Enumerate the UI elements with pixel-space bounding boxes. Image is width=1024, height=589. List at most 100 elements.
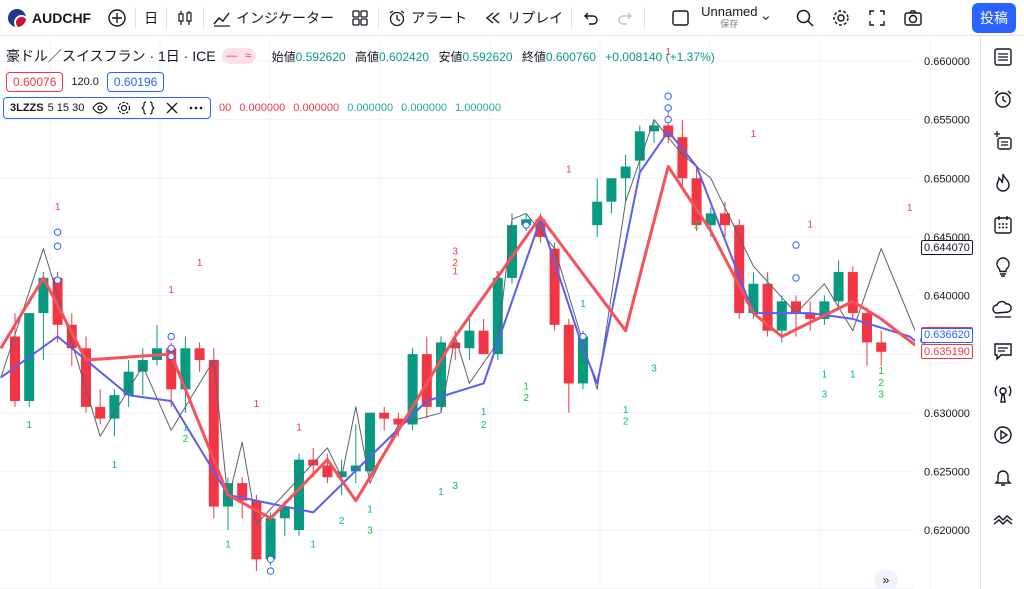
interval-button[interactable]: 日 — [144, 9, 159, 26]
pivot-marker — [167, 332, 175, 341]
scroll-to-realtime-button[interactable]: » — [874, 570, 898, 589]
spread-value: 120.0 — [71, 76, 99, 88]
list-icon — [994, 48, 1012, 66]
calendar-button[interactable] — [981, 204, 1024, 246]
indicator-value: 0.000000 — [401, 102, 448, 114]
gear-icon[interactable] — [116, 100, 132, 116]
hotlists-button[interactable] — [981, 162, 1024, 204]
add-list-icon — [994, 131, 1012, 150]
candle-body — [81, 348, 91, 407]
fullscreen-icon — [869, 9, 886, 26]
pivot-label-low: 2 — [694, 221, 700, 232]
chat-button[interactable] — [981, 330, 1024, 372]
pivot-label-low: 1 — [112, 460, 118, 471]
calendar-icon — [994, 216, 1012, 234]
y-tick-label: 0.620000 — [924, 525, 970, 537]
minds-button[interactable] — [981, 288, 1024, 330]
chat-icon — [994, 343, 1012, 361]
candle-body — [691, 178, 702, 226]
top-toolbar: AUDCHF 日 インジケーター アラート リプレイ Unnamed 保存 — [0, 0, 1024, 36]
pivot-label-low: 2 — [481, 420, 487, 431]
candle-body — [237, 483, 248, 501]
pivot-label-low: 1 — [623, 405, 629, 416]
candle-body — [166, 348, 177, 390]
signals-button[interactable] — [981, 498, 1024, 540]
rewind-icon — [486, 11, 500, 24]
legend-pill-right: ≈ — [245, 50, 252, 62]
more-icon[interactable] — [188, 100, 204, 116]
bell-icon — [994, 470, 1012, 486]
alarm-clock-icon — [389, 9, 405, 26]
legend-toggle[interactable]: — ≈ — [221, 48, 256, 64]
play-circle-icon — [994, 426, 1012, 444]
cloud-chat-icon — [992, 300, 1012, 318]
snapshot-button[interactable] — [895, 0, 931, 36]
candle-body — [393, 418, 404, 425]
low-value: 0.592620 — [462, 49, 513, 64]
redo-button[interactable] — [608, 0, 644, 36]
alert-button[interactable]: アラート — [379, 0, 475, 36]
replay-button[interactable]: リプレイ — [475, 0, 571, 36]
layout-name-block: Unnamed 保存 — [701, 5, 757, 30]
low-label: 安値 — [438, 49, 463, 64]
layouts-button[interactable] — [342, 0, 378, 36]
pivot-label-high: 1 — [197, 258, 203, 269]
candle-body — [720, 213, 730, 226]
chart-type-button[interactable] — [167, 0, 203, 36]
watchlist-button[interactable] — [981, 36, 1024, 78]
pivot-label-high: 1 — [907, 203, 913, 214]
play-button[interactable] — [981, 414, 1024, 456]
candle-body — [66, 324, 77, 349]
sell-price-button[interactable]: 0.60076 — [6, 72, 64, 92]
object-tree-button[interactable] — [981, 120, 1024, 162]
eye-icon[interactable] — [92, 100, 109, 116]
source-code-icon[interactable] — [140, 100, 156, 116]
indicators-label: インジケーター — [236, 9, 335, 26]
symbol-search[interactable]: AUDCHF — [0, 0, 99, 36]
pivot-label-high: 2 — [452, 258, 458, 269]
alerts-panel-button[interactable] — [981, 78, 1024, 120]
pivot-label-high: 3 — [452, 246, 458, 257]
zigzag-line-short — [0, 119, 915, 525]
close-icon[interactable] — [164, 100, 180, 116]
compare-button[interactable] — [99, 0, 135, 36]
pivot-label-low: 1 — [523, 381, 529, 392]
layout-menu[interactable]: Unnamed 保存 — [663, 0, 783, 36]
buy-price-button[interactable]: 0.60196 — [106, 72, 165, 92]
candle-body — [578, 336, 588, 384]
candle-body — [734, 225, 745, 314]
pivot-marker — [53, 228, 62, 236]
settings-button[interactable] — [823, 0, 859, 36]
fullscreen-button[interactable] — [859, 0, 895, 36]
streams-button[interactable] — [981, 372, 1024, 414]
candle-body — [620, 166, 631, 179]
candle-body — [464, 330, 475, 349]
candle-body — [876, 342, 887, 352]
pivot-marker — [167, 344, 175, 352]
ideas-button[interactable] — [981, 246, 1024, 288]
redo-icon — [618, 12, 633, 25]
notifications-button[interactable] — [981, 456, 1024, 498]
post-button[interactable]: 投稿 — [972, 3, 1016, 33]
change-value: +0.008140 (+1.37%) — [605, 49, 715, 64]
search-button[interactable] — [787, 0, 823, 36]
pivot-label-high: 1 — [452, 266, 458, 277]
candle-body — [38, 277, 49, 314]
pivot-marker — [664, 92, 672, 100]
indicator-params: 5 15 30 — [47, 102, 85, 114]
pivot-label-low: 2 — [523, 393, 529, 404]
double-chevron-right-icon: » — [882, 573, 890, 587]
candle-body — [606, 178, 617, 202]
candle-body — [549, 248, 560, 325]
bid-ask-row: 0.60076 120.0 0.60196 — [6, 72, 165, 92]
right-sidebar — [980, 36, 1024, 589]
candle-body — [109, 395, 120, 419]
y-tick-label: 0.625000 — [924, 466, 970, 478]
candle-body — [805, 313, 816, 319]
indicator-legend[interactable]: 3LZZS 5 15 30 — [3, 97, 212, 119]
undo-button[interactable] — [572, 0, 608, 36]
indicators-button[interactable]: インジケーター — [204, 0, 342, 36]
y-tick-label: 0.655000 — [924, 115, 970, 127]
